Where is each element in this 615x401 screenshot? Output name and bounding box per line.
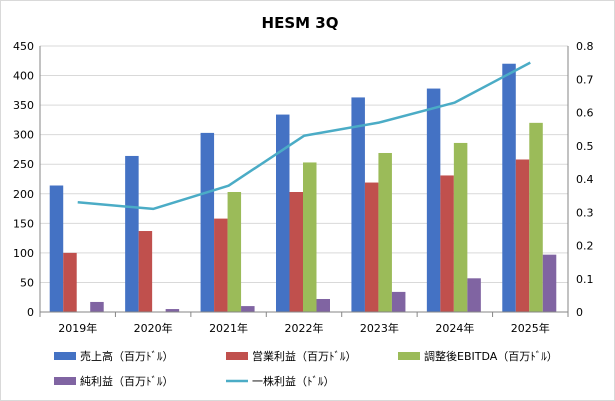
bars (49, 63, 557, 313)
bar (227, 192, 242, 312)
bar (542, 254, 557, 312)
bar (364, 182, 379, 312)
bar (90, 301, 104, 312)
eps-line (77, 61, 531, 211)
bar (303, 162, 317, 312)
x-tick-label: 2025年 (511, 321, 550, 335)
bar (138, 231, 153, 312)
legend-swatch (398, 352, 420, 360)
legend-swatch (54, 377, 76, 385)
y-right-tick-label: 0.3 (576, 206, 594, 219)
bar (241, 306, 255, 312)
bar (467, 278, 481, 312)
axes: 0 50 100 150 200 250 300 350 400 450 0 0.1 0.2 0.3 0.4… (13, 40, 594, 335)
bar (529, 122, 543, 312)
bar (200, 132, 215, 312)
legend-label: 一株利益（ﾄﾞﾙ） (252, 374, 335, 388)
y-left-tick-label: 100 (13, 247, 34, 260)
y-right-tick-label: 0.8 (576, 40, 594, 53)
bar (426, 88, 441, 312)
bar (276, 114, 290, 313)
bar (165, 309, 180, 312)
bar (440, 175, 454, 312)
bar (125, 155, 139, 312)
bar (391, 291, 406, 312)
y-left-tick-label: 400 (13, 70, 34, 83)
bar (515, 159, 530, 312)
legend-label: 調整後EBITDA（百万ﾄﾞﾙ） (424, 349, 558, 363)
legend-swatch (226, 352, 248, 360)
legend-label: 営業利益（百万ﾄﾞﾙ） (252, 349, 357, 363)
y-left-tick-label: 300 (13, 129, 34, 142)
bar (378, 152, 392, 312)
y-right-tick-label: 0 (576, 306, 583, 319)
bar (289, 192, 303, 312)
y-left-tick-label: 450 (13, 40, 34, 53)
x-tick-label: 2024年 (435, 321, 474, 335)
bar (49, 185, 64, 312)
y-left-tick-label: 200 (13, 188, 34, 201)
bar (63, 252, 77, 312)
y-right-tick-label: 0.7 (576, 73, 594, 86)
y-right-tick-label: 0.2 (576, 240, 594, 253)
x-tick-label: 2022年 (285, 321, 324, 335)
legend-swatch (54, 352, 76, 360)
y-right-tick-label: 0.5 (576, 140, 594, 153)
x-tick-label: 2023年 (360, 321, 399, 335)
chart-title: HESM 3Q (262, 14, 339, 32)
y-left-tick-label: 250 (13, 158, 34, 171)
legend-label: 純利益（百万ﾄﾞﾙ） (80, 374, 174, 388)
bar (502, 63, 516, 312)
y-right-tick-label: 0.1 (576, 273, 594, 286)
y-right-tick-label: 0.4 (576, 173, 594, 186)
y-left-tick-label: 50 (20, 276, 34, 289)
series-line (77, 61, 531, 211)
y-left-tick-label: 350 (13, 99, 34, 112)
legend: 売上高（百万ﾄﾞﾙ） 営業利益（百万ﾄﾞﾙ） 調整後EBITDA（百万ﾄﾞﾙ） 純利益… (54, 349, 558, 388)
bar (351, 97, 365, 312)
y-left-tick-label: 0 (27, 306, 34, 319)
bar (214, 218, 228, 312)
legend-label: 売上高（百万ﾄﾞﾙ） (80, 349, 174, 363)
x-tick-label: 2020年 (134, 321, 173, 335)
x-tick-label: 2021年 (209, 321, 248, 335)
y-right-tick-label: 0.6 (576, 107, 594, 120)
x-tick-label: 2019年 (58, 321, 97, 335)
bar (453, 142, 468, 312)
y-left-tick-label: 150 (13, 217, 34, 230)
bar (316, 298, 330, 312)
